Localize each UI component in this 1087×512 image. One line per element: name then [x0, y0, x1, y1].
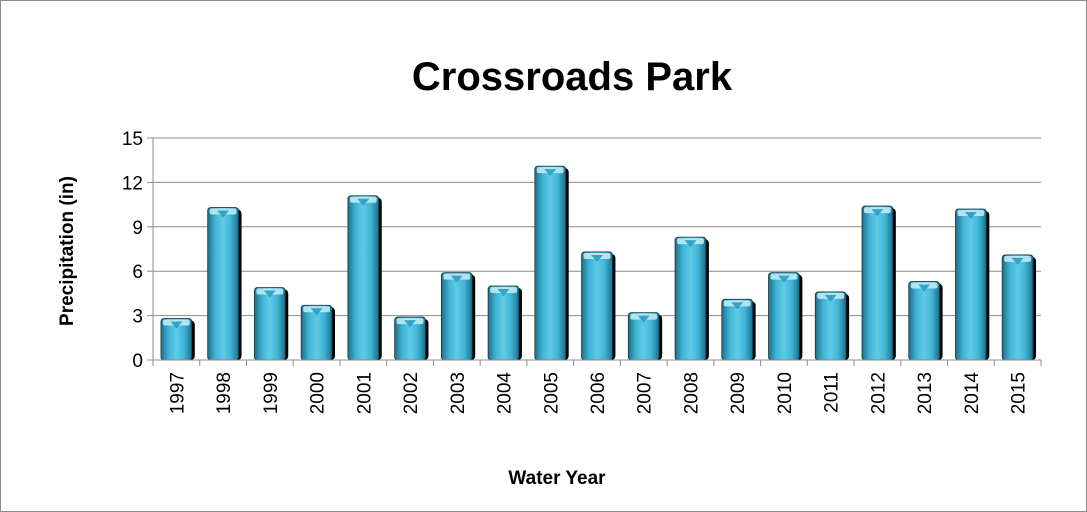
x-tick-label: 1999 — [261, 372, 282, 414]
bar — [908, 281, 943, 361]
bar-cap-mark — [777, 275, 790, 283]
bars — [160, 165, 1037, 361]
bar — [674, 236, 709, 361]
bar — [814, 291, 850, 361]
bar-body — [487, 285, 520, 361]
bar — [254, 287, 289, 361]
x-tick-label: 2006 — [588, 372, 609, 414]
bar — [160, 318, 195, 361]
bar-cap-mark — [1011, 257, 1024, 265]
bar-cap-mark — [217, 210, 230, 218]
bar — [861, 205, 896, 361]
x-tick-label: 2000 — [308, 372, 329, 414]
bar-body — [254, 287, 286, 361]
y-tick-label: 0 — [132, 351, 143, 372]
bar-body — [908, 281, 940, 361]
bar-cap-mark — [871, 209, 884, 217]
bar — [1001, 254, 1037, 361]
bar — [627, 312, 663, 361]
x-tick-label: 2010 — [775, 372, 796, 414]
x-tick-label: 2013 — [915, 372, 936, 414]
bar-cap-mark — [404, 320, 417, 328]
x-tick-label: 2012 — [868, 372, 889, 414]
x-tick-label: 2003 — [448, 372, 469, 414]
bar — [300, 304, 336, 361]
bar-cap-mark — [918, 284, 931, 292]
x-tick-label: 2007 — [635, 372, 656, 414]
bar-body — [768, 272, 800, 361]
bar-cap-mark — [310, 308, 323, 316]
bar-cap-mark — [450, 275, 463, 283]
axes — [147, 137, 1042, 366]
x-tick-label: 2004 — [495, 372, 516, 415]
bar-body — [440, 272, 473, 361]
x-tick-label: 2008 — [681, 372, 702, 414]
y-tick-label: 6 — [132, 262, 143, 283]
bar-cap-mark — [170, 321, 183, 329]
bar — [207, 207, 242, 361]
y-tick-label: 15 — [122, 129, 143, 150]
bar — [440, 272, 476, 361]
bar-body — [955, 208, 987, 361]
bar-cap-mark — [731, 302, 744, 310]
y-tick-label: 12 — [122, 173, 143, 194]
bar — [721, 298, 756, 361]
y-tick-label: 9 — [132, 218, 143, 239]
chart-title: Crossroads Park — [412, 55, 733, 99]
bar-cap-mark — [357, 198, 370, 206]
bar-body — [207, 207, 239, 361]
x-tick-label: 2002 — [401, 372, 422, 414]
bar — [394, 316, 429, 361]
bar-cap-mark — [544, 169, 557, 177]
x-tick-label: 2014 — [962, 372, 983, 415]
y-tick-label: 3 — [132, 307, 143, 328]
bar-body — [674, 236, 707, 361]
bar-cap-mark — [964, 212, 977, 220]
x-tick-label: 2011 — [822, 372, 843, 413]
bar-cap-mark — [824, 294, 837, 302]
bar — [534, 165, 569, 361]
bar-body — [347, 195, 380, 361]
x-axis-title: Water Year — [508, 468, 606, 489]
bar — [768, 272, 803, 361]
bar-cap-mark — [637, 315, 650, 323]
bar-body — [861, 205, 894, 361]
bar — [487, 285, 522, 361]
bar — [955, 208, 990, 361]
x-tick-label: 2015 — [1009, 372, 1030, 414]
bar-cap-mark — [591, 254, 603, 262]
x-tick-label: 1998 — [214, 372, 235, 414]
bar-body — [814, 291, 847, 361]
bar-body — [581, 251, 613, 361]
bar — [347, 195, 382, 361]
bar-cap-mark — [684, 240, 697, 248]
bar — [581, 251, 616, 361]
tick-labels: 0 3 6 9 12 15 1997 1998 1999 2000 2001 2002 2003 2004… — [122, 129, 1030, 414]
y-axis-title: Precipitation (in) — [57, 176, 78, 326]
x-tick-label: 2001 — [354, 372, 375, 414]
bar-body — [1001, 254, 1034, 361]
x-tick-label: 1997 — [167, 372, 188, 414]
bar-body — [534, 165, 567, 361]
bar-cap-mark — [497, 289, 510, 296]
x-tick-label: 2009 — [728, 372, 749, 414]
x-tick-label: 2005 — [541, 372, 562, 414]
bar-cap-mark — [263, 290, 276, 298]
